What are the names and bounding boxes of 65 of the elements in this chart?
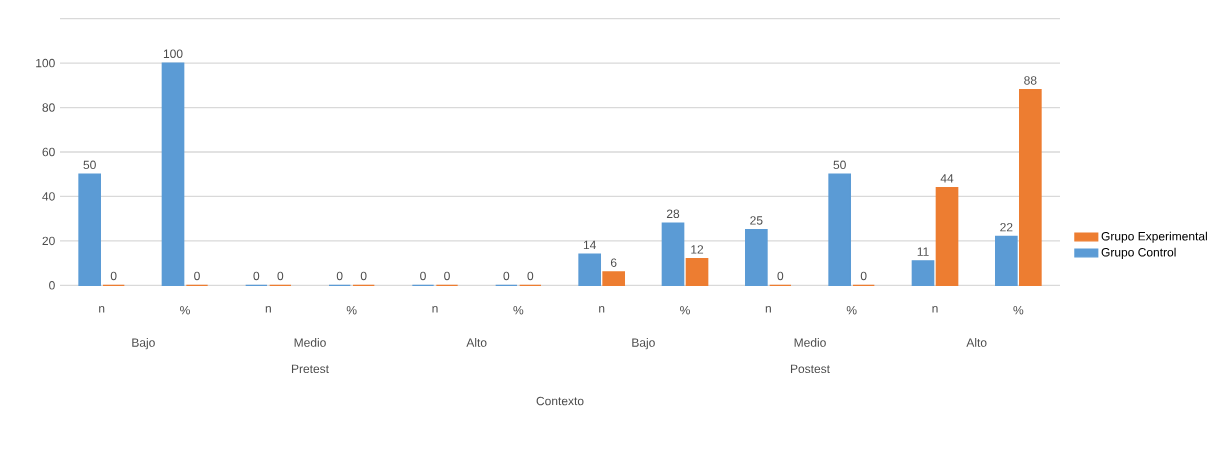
- data-label: 100: [163, 49, 183, 59]
- text: Alto: [966, 338, 987, 347]
- x-tick-label: %: [1013, 306, 1024, 315]
- y-tick-label: 100: [36, 58, 55, 68]
- bar: [995, 235, 1018, 286]
- bar: [161, 62, 185, 286]
- data-label: 0: [110, 271, 117, 281]
- data-label: 22: [1000, 222, 1013, 232]
- x-tick-label: n: [599, 306, 605, 313]
- text: Contexto: [536, 396, 584, 406]
- data-label: 25: [750, 216, 763, 225]
- data-label: 88: [1024, 76, 1037, 85]
- y-tick-label: 0: [49, 281, 55, 290]
- bar: [828, 173, 852, 286]
- bar: [78, 173, 102, 286]
- data-label: 0: [360, 271, 367, 281]
- x-tick-label: n: [932, 306, 938, 313]
- y-tick-label: 20: [42, 236, 55, 246]
- text: Pretest: [291, 364, 329, 374]
- x-tick-label: %: [680, 306, 690, 315]
- legend-label: Grupo Experimental: [1101, 231, 1207, 243]
- y-tick-label: 60: [42, 147, 55, 157]
- x-tick-label: %: [180, 306, 190, 315]
- x-tick-label: %: [513, 306, 524, 315]
- bar: [602, 271, 626, 286]
- legend-label: Grupo Control: [1101, 247, 1176, 259]
- y-tick-label: 80: [42, 103, 55, 112]
- x-tick-label: n: [265, 306, 271, 313]
- text: Medio: [794, 338, 826, 347]
- bar: [935, 186, 959, 286]
- x-tick-label: %: [346, 306, 357, 315]
- text: Postest: [790, 364, 830, 374]
- data-label: 11: [917, 247, 929, 256]
- data-label: 0: [336, 271, 343, 281]
- data-label: 12: [691, 245, 704, 254]
- data-label: 0: [444, 271, 450, 281]
- y-tick-label: 40: [42, 192, 55, 201]
- data-label: 0: [420, 271, 426, 281]
- x-tick-label: n: [765, 306, 771, 313]
- data-label: 0: [527, 271, 534, 281]
- x-tick-label: %: [846, 306, 857, 315]
- text: Medio: [294, 338, 326, 347]
- data-label: 0: [503, 271, 510, 281]
- data-label: 0: [253, 271, 260, 281]
- x-tick-label: n: [432, 306, 438, 313]
- text: Bajo: [632, 338, 655, 350]
- bar: [1019, 89, 1042, 286]
- data-label: 44: [940, 174, 954, 183]
- data-label: 6: [610, 258, 617, 267]
- bar: [745, 229, 768, 286]
- bar: [661, 222, 685, 286]
- bar: [911, 260, 935, 286]
- bar: [578, 253, 602, 286]
- data-label: 0: [277, 271, 284, 281]
- bar: [685, 258, 709, 286]
- text: Alto: [466, 338, 487, 347]
- data-label: 14: [583, 240, 596, 250]
- data-label: 0: [860, 271, 867, 281]
- data-label: 28: [666, 209, 680, 219]
- data-label: 0: [777, 271, 784, 281]
- data-label: 50: [833, 160, 846, 170]
- x-tick-label: n: [99, 306, 105, 313]
- data-label: 50: [83, 160, 96, 170]
- data-label: 0: [194, 271, 200, 281]
- text: Bajo: [132, 338, 155, 350]
